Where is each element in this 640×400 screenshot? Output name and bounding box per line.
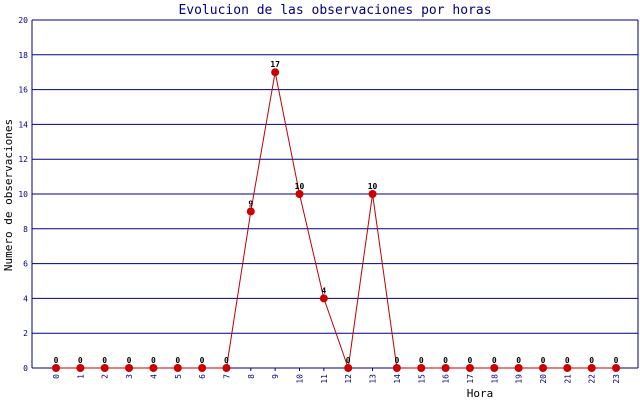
data-point: [612, 364, 621, 372]
data-point: [417, 364, 426, 372]
data-point: [563, 364, 572, 372]
x-tick-label: 3: [125, 374, 134, 379]
data-point: [368, 190, 377, 198]
data-point: [222, 364, 231, 372]
data-point: [173, 364, 182, 372]
x-tick-label: 20: [539, 374, 548, 384]
chart-title: Evolucion de las observaciones por horas: [178, 3, 491, 18]
data-label: 10: [295, 182, 305, 191]
data-point: [76, 364, 85, 372]
x-tick-label: 9: [271, 374, 280, 379]
data-label: 0: [102, 356, 107, 365]
y-tick-label: 16: [18, 86, 28, 95]
data-labels: 0 0 0 0 0 0 0 0 9 17 10 4 0 10 0 0 0 0 0 0 0 0 0 0: [54, 60, 619, 365]
data-point: [465, 364, 474, 372]
y-tick-label: 20: [18, 16, 28, 25]
data-label: 17: [270, 60, 280, 69]
data-point: [246, 207, 255, 216]
data-label: 0: [492, 356, 497, 365]
data-point: [271, 68, 280, 77]
x-tick-label: 11: [320, 374, 329, 384]
x-tick-label: 4: [149, 374, 158, 379]
data-label: 0: [151, 356, 156, 365]
data-label: 0: [468, 356, 473, 365]
y-tick-label: 12: [18, 155, 28, 164]
x-tick-label: 2: [101, 374, 110, 379]
series-polyline: [56, 72, 617, 369]
x-tick-label: 13: [369, 374, 378, 384]
data-label: 0: [54, 356, 59, 365]
y-tick-label: 2: [23, 329, 28, 338]
x-tick-label: 12: [344, 374, 353, 384]
data-label: 0: [516, 356, 521, 365]
data-point: [587, 364, 596, 372]
y-tick-label: 0: [23, 364, 28, 373]
x-tick-label: 8: [247, 374, 256, 379]
x-tick-label: 1: [76, 374, 85, 379]
x-axis-label: Hora: [467, 387, 494, 400]
data-label: 0: [78, 356, 83, 365]
data-point: [52, 364, 60, 372]
x-tick-label: 6: [198, 374, 207, 379]
data-label: 0: [127, 356, 132, 365]
data-point: [198, 364, 207, 372]
data-point: [100, 364, 109, 372]
x-tick-label: 17: [466, 374, 475, 384]
x-tick-label: 0: [52, 374, 61, 379]
y-tick-label: 10: [18, 190, 28, 199]
data-label: 0: [614, 356, 619, 365]
data-point: [149, 364, 158, 372]
y-tick-label: 8: [23, 225, 28, 234]
x-tick-label: 21: [563, 374, 572, 384]
data-point: [392, 364, 401, 372]
series-line: [56, 72, 617, 369]
data-label: 0: [200, 356, 205, 365]
grid: [31, 19, 639, 369]
x-tick-label: 23: [612, 374, 621, 384]
data-label: 0: [419, 356, 424, 365]
data-label: 0: [224, 356, 229, 365]
data-label: 10: [368, 182, 378, 191]
y-tick-label: 6: [23, 260, 28, 269]
data-label: 0: [565, 356, 570, 365]
x-tick-label: 10: [296, 374, 305, 384]
data-label: 0: [175, 356, 180, 365]
data-label: 4: [321, 286, 326, 295]
x-tick-label: 18: [490, 374, 499, 384]
x-tick-label: 14: [393, 374, 402, 384]
data-point: [490, 364, 499, 372]
x-tick-label: 5: [174, 374, 183, 379]
data-point: [514, 364, 523, 372]
data-label: 0: [541, 356, 546, 365]
data-point: [125, 364, 134, 372]
data-point: [295, 190, 304, 198]
y-axis-ticks: 0 2 4 6 8 10 12 14 16 18 20: [18, 16, 28, 373]
data-label: 0: [589, 356, 594, 365]
data-point: [319, 294, 328, 303]
x-tick-label: 7: [222, 374, 231, 379]
y-axis-label: Numero de observaciones: [2, 119, 15, 271]
data-label: 9: [248, 199, 253, 208]
data-point: [441, 364, 450, 372]
data-label: 0: [346, 356, 351, 365]
data-point: [539, 364, 547, 372]
data-point: [344, 364, 353, 372]
x-tick-label: 22: [588, 374, 597, 384]
x-tick-label: 15: [417, 374, 426, 384]
x-axis-ticks: 0 1 2 3 4 5 6 7 8 9 10 11 12 13 14 15 16 17 18 19 20 21 22 23: [52, 368, 621, 384]
x-tick-label: 19: [515, 374, 524, 384]
y-tick-label: 14: [18, 120, 28, 129]
data-label: 0: [443, 356, 448, 365]
data-label: 0: [394, 356, 399, 365]
x-tick-label: 16: [442, 374, 451, 384]
y-tick-label: 4: [23, 294, 28, 303]
data-points: [52, 68, 621, 372]
y-tick-label: 18: [18, 51, 28, 60]
